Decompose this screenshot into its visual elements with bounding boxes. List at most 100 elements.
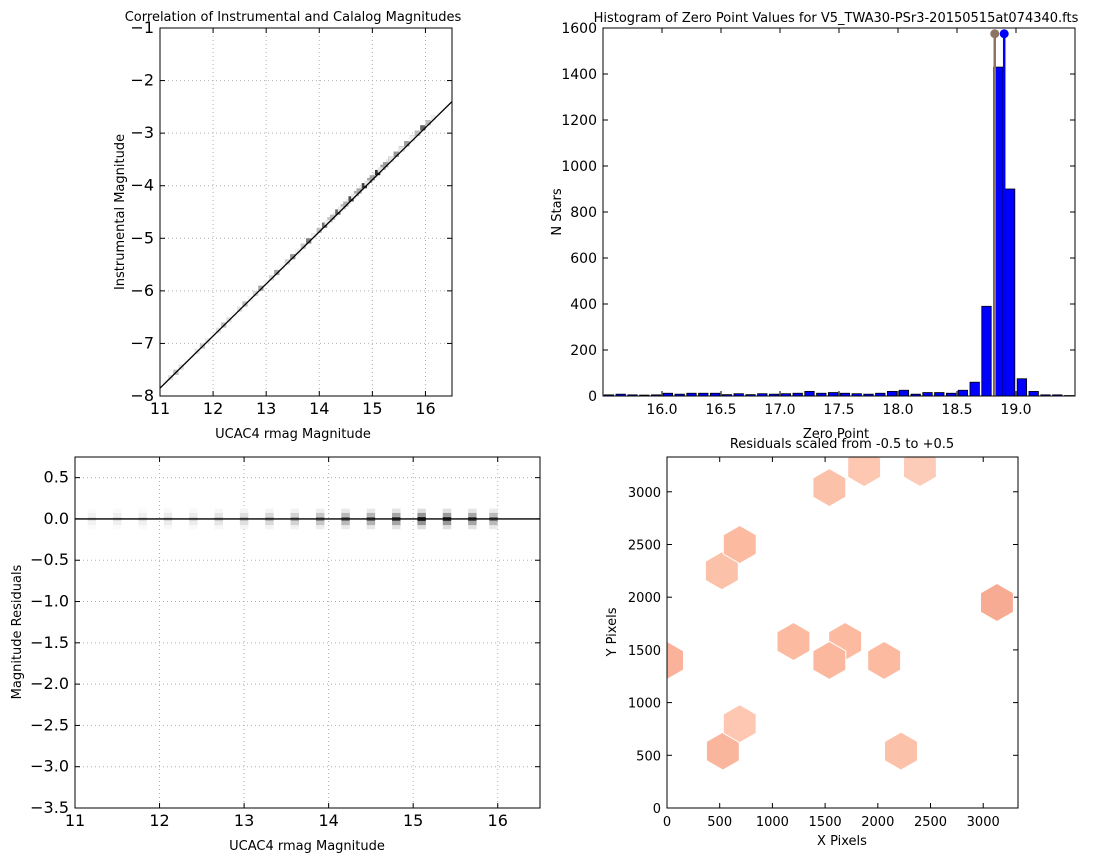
density-cell bbox=[214, 525, 223, 530]
marker-point bbox=[990, 29, 1000, 39]
y-tick-label: 2000 bbox=[628, 591, 661, 606]
density-cells bbox=[160, 101, 452, 389]
histogram-bar bbox=[981, 305, 992, 397]
y-tick-label: −8 bbox=[130, 386, 154, 405]
x-tick-label: 19.0 bbox=[1000, 402, 1031, 418]
density-cell bbox=[489, 525, 498, 530]
density-cell bbox=[366, 508, 376, 513]
density-cell bbox=[189, 525, 198, 530]
x-tick-label: 500 bbox=[707, 815, 732, 830]
hex-cell bbox=[812, 640, 847, 680]
y-tick-label: 200 bbox=[570, 343, 597, 359]
density-cell bbox=[113, 508, 122, 513]
hex-cell bbox=[867, 640, 902, 680]
density-cell bbox=[315, 525, 325, 530]
histogram-bar bbox=[969, 381, 980, 397]
hex-cell bbox=[722, 524, 757, 565]
density-cell bbox=[417, 525, 426, 530]
histogram-panel: Histogram of Zero Point Values for V5_TW… bbox=[550, 11, 1079, 442]
marker-point bbox=[999, 29, 1009, 39]
x-tick-label: 16.5 bbox=[705, 402, 736, 418]
density-cell bbox=[341, 521, 350, 526]
density-cell bbox=[265, 525, 274, 530]
density-cell bbox=[138, 508, 147, 513]
y-tick-label: 1200 bbox=[561, 113, 597, 129]
density-cell bbox=[290, 512, 300, 517]
density-cell bbox=[442, 508, 452, 513]
density-cell bbox=[489, 521, 498, 526]
density-cell bbox=[356, 188, 362, 194]
density-cell bbox=[113, 512, 122, 517]
density-cell bbox=[468, 525, 477, 530]
x-tick-label: 13 bbox=[234, 811, 254, 830]
histogram-bar bbox=[957, 389, 969, 397]
plot-frame bbox=[602, 27, 1076, 397]
density-cell bbox=[341, 525, 350, 530]
y-tick-label: 1600 bbox=[561, 21, 597, 37]
y-tick-label: −5 bbox=[130, 228, 154, 247]
histogram-bar bbox=[1016, 378, 1028, 397]
hex-cell bbox=[812, 468, 847, 508]
density-cell bbox=[442, 512, 452, 517]
x-tick-label: 16 bbox=[415, 399, 435, 418]
x-tick-label: 2500 bbox=[914, 815, 947, 830]
density-cell bbox=[468, 512, 477, 517]
density-cell bbox=[430, 114, 437, 120]
density-cell bbox=[214, 508, 223, 513]
density-cell bbox=[279, 264, 285, 270]
density-cell bbox=[388, 156, 394, 163]
x-tick-label: 13 bbox=[256, 399, 276, 418]
y-tick-label: 500 bbox=[636, 749, 661, 764]
histogram-xlabel: Zero Point bbox=[803, 427, 869, 442]
density-cell bbox=[417, 521, 426, 526]
plot-frame bbox=[159, 27, 453, 397]
density-cell bbox=[442, 521, 452, 526]
density-cell bbox=[113, 525, 122, 530]
density-cell bbox=[366, 521, 376, 526]
density-cell bbox=[290, 254, 296, 260]
density-cell bbox=[316, 227, 322, 234]
hex-cell bbox=[722, 704, 757, 744]
hex-cell bbox=[884, 731, 918, 771]
density-cell bbox=[113, 521, 122, 526]
y-tick-label: −1.5 bbox=[30, 633, 69, 652]
density-cell bbox=[417, 512, 426, 517]
density-cell bbox=[393, 151, 399, 157]
x-tick-label: 12 bbox=[203, 399, 223, 418]
x-tick-label: 15 bbox=[362, 399, 382, 418]
y-tick-label: 0 bbox=[588, 389, 597, 405]
y-tick-label: 600 bbox=[570, 251, 597, 267]
y-tick-label: −2.5 bbox=[30, 715, 69, 734]
x-tick-label: 1500 bbox=[809, 815, 842, 830]
histogram-bar bbox=[934, 392, 945, 397]
y-tick-label: −3.5 bbox=[30, 798, 69, 817]
x-tick-label: 11 bbox=[150, 399, 170, 418]
histogram-bar bbox=[886, 390, 898, 397]
x-tick-label: 16.0 bbox=[646, 402, 677, 418]
spatial-panel: Residuals scaled from -0.5 to +0.5 0 500 1… bbox=[605, 437, 1019, 849]
density-cell bbox=[404, 141, 410, 147]
density-cell bbox=[189, 521, 198, 526]
correlation-panel: Correlation of Instrumental and Calalog … bbox=[113, 10, 461, 442]
density-cell bbox=[398, 146, 405, 152]
y-tick-label: 0.5 bbox=[44, 468, 69, 487]
x-tick-label: 11 bbox=[65, 811, 85, 830]
y-tick-label: 0.0 bbox=[44, 509, 69, 528]
histogram-bar bbox=[1028, 390, 1039, 397]
density-cell bbox=[425, 120, 431, 126]
density-cell bbox=[306, 238, 312, 244]
density-cell bbox=[324, 219, 330, 226]
density-cell bbox=[239, 525, 249, 530]
density-cell bbox=[353, 190, 360, 197]
density-cell bbox=[214, 521, 223, 526]
density-cell bbox=[315, 521, 325, 526]
x-tick-label: 3000 bbox=[967, 815, 1000, 830]
residuals-ylabel: Magnitude Residuals bbox=[10, 564, 25, 699]
density-cell bbox=[392, 521, 401, 526]
x-tick-label: 15 bbox=[403, 811, 423, 830]
density-cell bbox=[268, 275, 275, 281]
density-cell bbox=[265, 512, 274, 517]
density-cell bbox=[329, 214, 336, 220]
residuals-panel: 11 12 13 14 15 16 −3.5 −3.0 −2.5 −2.0 −1.5 −1.0 −0.5… bbox=[10, 456, 541, 854]
